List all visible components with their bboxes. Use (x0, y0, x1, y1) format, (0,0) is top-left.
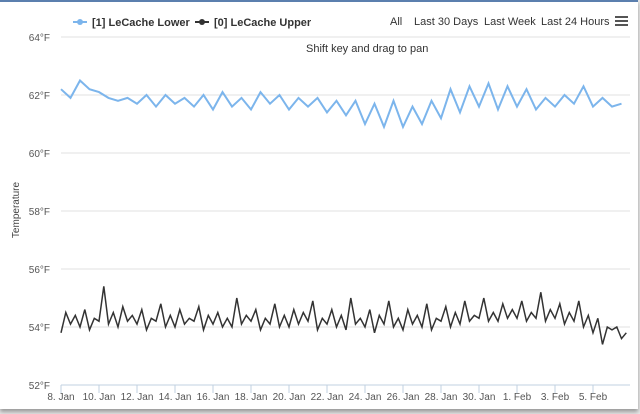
y-tick-label: 64°F (29, 33, 50, 44)
legend-marker-icon (77, 19, 83, 25)
y-tick-label: 52°F (29, 381, 50, 392)
x-tick-label: 20. Jan (273, 392, 306, 403)
x-tick-label: 26. Jan (387, 392, 420, 403)
x-tick-label: 28. Jan (425, 392, 458, 403)
x-tick-label: 1. Feb (503, 392, 532, 403)
hamburger-menu-icon[interactable] (615, 16, 628, 26)
legend-item-0[interactable]: [1] LeCache Lower (73, 17, 191, 29)
y-tick-label: 56°F (29, 265, 50, 276)
x-tick-label: 5. Feb (579, 392, 608, 403)
y-tick-label: 62°F (29, 91, 50, 102)
x-tick-label: 16. Jan (197, 392, 230, 403)
series-line-1 (60, 286, 627, 345)
pan-hint: Shift key and drag to pan (306, 43, 428, 55)
x-tick-label: 14. Jan (159, 392, 192, 403)
x-tick-label: 8. Jan (47, 392, 74, 403)
y-tick-label: 58°F (29, 207, 50, 218)
y-tick-label: 54°F (29, 323, 50, 334)
legend-label: [1] LeCache Lower (92, 17, 191, 29)
series-line-0 (60, 78, 622, 130)
x-tick-label: 22. Jan (311, 392, 344, 403)
x-tick-label: 24. Jan (349, 392, 382, 403)
range-button-0[interactable]: All (390, 16, 402, 28)
x-tick-label: 3. Feb (541, 392, 570, 403)
range-button-3[interactable]: Last 24 Hours (541, 16, 610, 28)
x-tick-label: 30. Jan (463, 392, 496, 403)
range-button-1[interactable]: Last 30 Days (414, 16, 479, 28)
y-axis-title: Temperature (11, 181, 22, 238)
legend-item-1[interactable]: [0] LeCache Upper (195, 17, 312, 29)
legend-label: [0] LeCache Upper (214, 17, 312, 29)
legend-marker-icon (199, 19, 205, 25)
range-button-2[interactable]: Last Week (484, 16, 536, 28)
y-tick-label: 60°F (29, 149, 50, 160)
x-tick-label: 10. Jan (83, 392, 116, 403)
x-tick-label: 12. Jan (121, 392, 154, 403)
x-tick-label: 18. Jan (235, 392, 268, 403)
